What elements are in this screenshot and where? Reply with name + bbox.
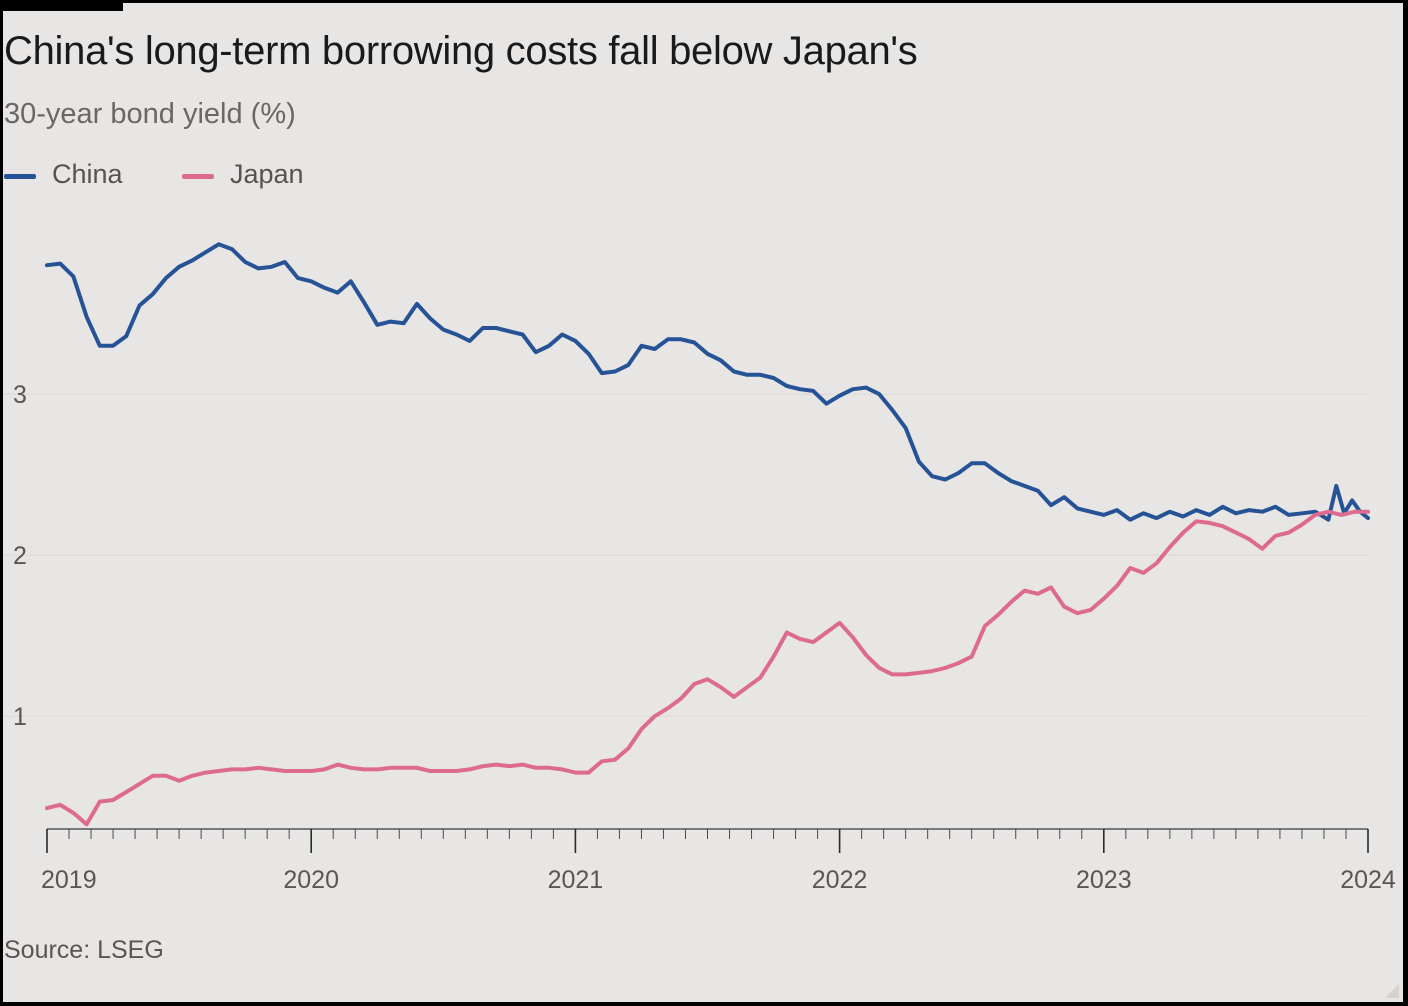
x-tick-label-2022: 2022: [812, 866, 868, 894]
x-tick-label-2024: 2024: [1340, 866, 1396, 894]
x-tick-label-2020: 2020: [283, 866, 339, 894]
x-tick-label-2021: 2021: [548, 866, 604, 894]
legend-swatch-japan: [182, 174, 214, 179]
legend-label-japan: Japan: [230, 159, 304, 189]
chart-panel: China's long-term borrowing costs fall b…: [3, 3, 1403, 1002]
line-chart: 1 2 3 2019 2020 2021 2022 2023 2024: [3, 242, 1396, 894]
series-line-japan: [45, 509, 1370, 827]
x-tick-label-2019: 2019: [41, 866, 97, 894]
y-tick-label-1: 1: [13, 703, 27, 731]
legend-label-china: China: [52, 159, 123, 189]
resize-corner-icon: [1385, 984, 1399, 998]
chart-subtitle: 30-year bond yield (%): [4, 98, 296, 130]
source-note: Source: LSEG: [4, 936, 164, 964]
y-tick-label-3: 3: [13, 381, 27, 409]
legend-swatch-china: [4, 174, 36, 179]
top-tab-bar: [3, 3, 123, 11]
chart-title: China's long-term borrowing costs fall b…: [4, 29, 918, 73]
series-line-china: [45, 242, 1370, 522]
x-tick-label-2023: 2023: [1076, 866, 1132, 894]
y-tick-label-2: 2: [13, 542, 27, 570]
